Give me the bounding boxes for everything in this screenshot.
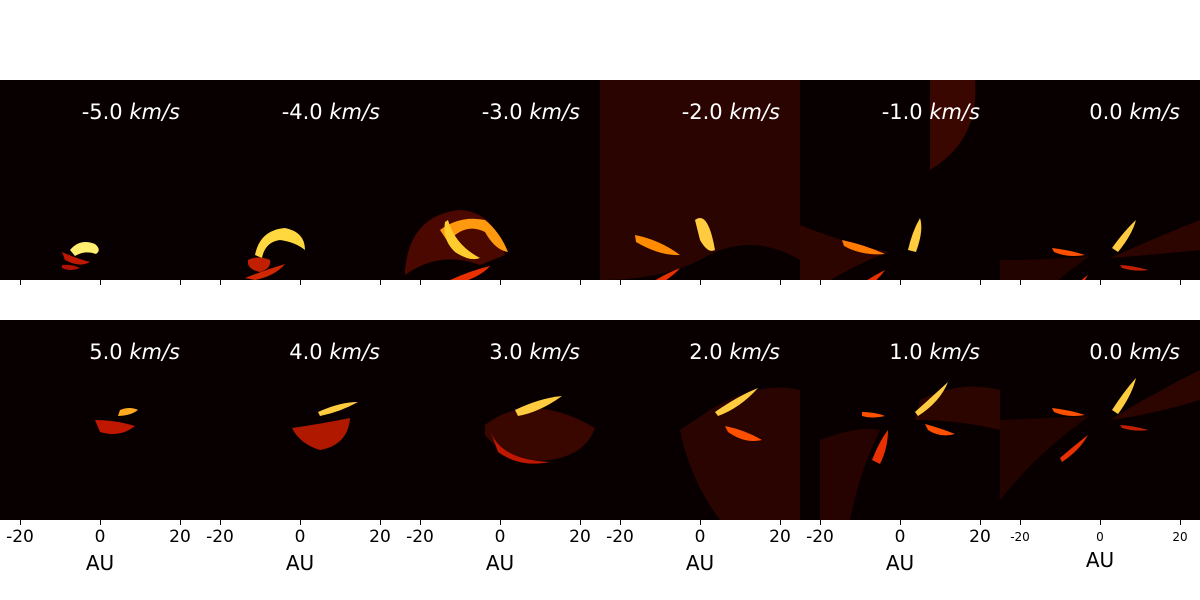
channel-map-top-5: -1.0 km/s [800, 80, 1000, 280]
x-tick-top-row [180, 280, 181, 285]
x-tick-top-row [1180, 280, 1181, 285]
x-tick-bottom-row [220, 520, 221, 525]
x-tick-label: 20 [369, 527, 391, 547]
x-tick-bottom-row [420, 520, 421, 525]
x-tick-top-row [1100, 280, 1101, 285]
velocity-label-top-2: -4.0 km/s [281, 100, 380, 124]
x-tick-bottom-row [620, 520, 621, 525]
velocity-label-top-1: -5.0 km/s [81, 100, 180, 124]
emission-bottom-6 [1000, 370, 1200, 500]
x-tick-top-row [220, 280, 221, 285]
x-tick-bottom-row [820, 520, 821, 525]
x-tick-bottom-row [500, 520, 501, 525]
emission-top-4 [600, 80, 800, 280]
emission-bottom-4 [680, 387, 800, 520]
emission-bottom-5 [820, 382, 1000, 520]
x-tick-top-row [580, 280, 581, 285]
x-tick-label: -20 [606, 527, 634, 547]
velocity-label-bottom-4: 2.0 km/s [689, 340, 780, 364]
x-axis-label: AU [1085, 548, 1115, 572]
channel-map-bottom-5: 1.0 km/s [800, 320, 1000, 520]
velocity-label-top-3: -3.0 km/s [481, 100, 580, 124]
emission-top-5 [800, 80, 976, 280]
x-tick-top-row [900, 280, 901, 285]
x-tick-top-row [780, 280, 781, 285]
x-tick-bottom-row [580, 520, 581, 525]
x-tick-top-row [300, 280, 301, 285]
x-tick-bottom-row [900, 520, 901, 525]
x-tick-bottom-row [980, 520, 981, 525]
velocity-label-bottom-2: 4.0 km/s [289, 340, 380, 364]
x-axis-label: AU [485, 551, 515, 575]
emission-bottom-3 [485, 396, 595, 464]
x-tick-label: 20 [1172, 530, 1188, 544]
x-tick-bottom-row [100, 520, 101, 525]
x-tick-bottom-row [1100, 520, 1101, 525]
velocity-label-top-6: 0.0 km/s [1089, 100, 1180, 124]
x-tick-bottom-row [1020, 520, 1021, 525]
x-tick-label: 0 [1096, 530, 1104, 544]
channel-map-top-3: -3.0 km/s [400, 80, 600, 280]
x-tick-top-row [380, 280, 381, 285]
channel-map-top-4: -2.0 km/s [600, 80, 800, 280]
velocity-label-bottom-1: 5.0 km/s [89, 340, 180, 364]
velocity-label-bottom-3: 3.0 km/s [489, 340, 580, 364]
x-axis-label: AU [885, 551, 915, 575]
velocity-label-top-4: -2.0 km/s [681, 100, 780, 124]
emission-top-6 [1000, 220, 1200, 280]
x-tick-label: -20 [206, 527, 234, 547]
x-tick-label: -20 [406, 527, 434, 547]
x-tick-label: 20 [169, 527, 191, 547]
x-tick-top-row [100, 280, 101, 285]
x-tick-bottom-row [780, 520, 781, 525]
channel-map-top-1: -5.0 km/s [0, 80, 200, 280]
x-tick-label: 20 [569, 527, 591, 547]
x-tick-label: -20 [1010, 530, 1030, 544]
x-tick-top-row [420, 280, 421, 285]
emission-top-3 [405, 210, 508, 280]
x-axis-label: AU [685, 551, 715, 575]
x-tick-label: 20 [969, 527, 991, 547]
channel-map-bottom-2: 4.0 km/s [200, 320, 400, 520]
x-tick-label: 0 [294, 527, 306, 547]
x-tick-label: 0 [694, 527, 706, 547]
x-tick-bottom-row [1180, 520, 1181, 525]
x-tick-top-row [1020, 280, 1021, 285]
x-tick-label: 20 [769, 527, 791, 547]
channel-map-top-6: 0.0 km/s [1000, 80, 1200, 280]
x-tick-label: 0 [94, 527, 106, 547]
channel-map-bottom-3: 3.0 km/s [400, 320, 600, 520]
x-tick-label: -20 [806, 527, 834, 547]
x-axis-label: AU [285, 551, 315, 575]
x-tick-label: 0 [894, 527, 906, 547]
x-tick-bottom-row [20, 520, 21, 525]
x-tick-bottom-row [380, 520, 381, 525]
x-tick-top-row [20, 280, 21, 285]
channel-map-bottom-4: 2.0 km/s [600, 320, 800, 520]
x-tick-bottom-row [180, 520, 181, 525]
x-tick-label: -20 [6, 527, 34, 547]
x-tick-top-row [500, 280, 501, 285]
channel-map-top-2: -4.0 km/s [200, 80, 400, 280]
velocity-label-bottom-5: 1.0 km/s [889, 340, 980, 364]
x-tick-bottom-row [300, 520, 301, 525]
x-tick-top-row [700, 280, 701, 285]
emission-bottom-1 [95, 408, 138, 434]
emission-top-1 [62, 242, 99, 270]
channel-map-bottom-6: 0.0 km/s [1000, 320, 1200, 520]
velocity-label-top-5: -1.0 km/s [881, 100, 980, 124]
x-tick-bottom-row [700, 520, 701, 525]
emission-top-2 [245, 228, 305, 280]
x-tick-top-row [620, 280, 621, 285]
x-tick-top-row [980, 280, 981, 285]
velocity-label-bottom-6: 0.0 km/s [1089, 340, 1180, 364]
x-tick-label: 0 [494, 527, 506, 547]
x-tick-top-row [820, 280, 821, 285]
x-axis-label: AU [85, 551, 115, 575]
channel-map-bottom-1: 5.0 km/s [0, 320, 200, 520]
emission-bottom-2 [292, 402, 358, 450]
